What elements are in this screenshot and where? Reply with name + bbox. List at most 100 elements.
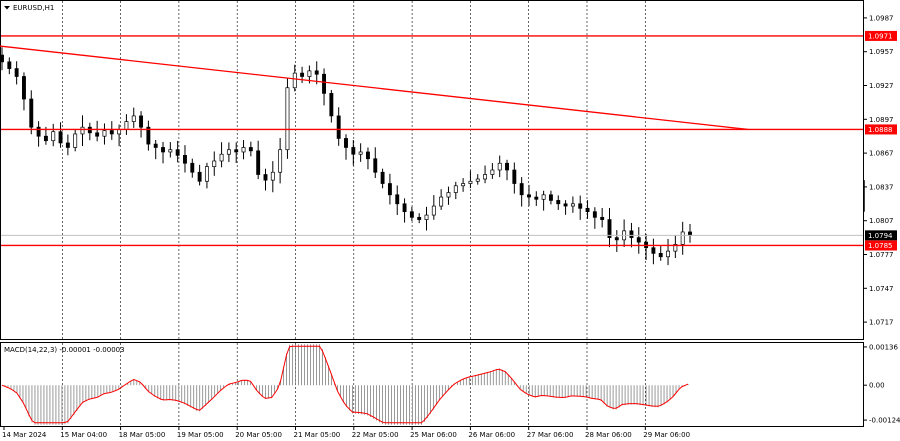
candle-body bbox=[614, 237, 619, 241]
macd-label: -0.00124 bbox=[869, 417, 900, 425]
level-price-tag bbox=[865, 30, 897, 41]
candle-body bbox=[58, 131, 63, 144]
price-label: 1.0987 bbox=[869, 14, 894, 22]
candle-body bbox=[446, 192, 451, 198]
candle-body bbox=[314, 70, 319, 75]
candle-body bbox=[431, 205, 436, 216]
horizontal-levels[interactable]: 1.0971 1.0888 1.0785 1.0794 bbox=[1, 30, 897, 251]
trend-line[interactable] bbox=[0, 45, 749, 131]
candle-body bbox=[234, 149, 239, 153]
candle-body bbox=[248, 147, 253, 152]
candle-body bbox=[439, 196, 444, 207]
candle-body bbox=[490, 169, 495, 175]
level-label: 1.0971 bbox=[868, 32, 893, 40]
candle-body bbox=[373, 158, 378, 173]
level-price-tag bbox=[865, 240, 897, 251]
macd-pane[interactable] bbox=[0, 342, 864, 427]
level-price-tag bbox=[865, 124, 897, 135]
candle-body bbox=[658, 253, 663, 258]
time-label: 28 Mar 06:00 bbox=[585, 431, 632, 439]
price-label: 1.0897 bbox=[869, 116, 894, 124]
candle-body bbox=[256, 150, 261, 175]
candle-body bbox=[226, 149, 231, 155]
time-label: 14 Mar 2024 bbox=[2, 431, 47, 439]
candle-body bbox=[51, 131, 56, 142]
candle-body bbox=[541, 194, 546, 200]
level-label: 1.0888 bbox=[868, 126, 893, 134]
candle-body bbox=[292, 72, 297, 89]
candle-body bbox=[483, 174, 488, 180]
candle-body bbox=[666, 250, 670, 258]
price-label: 1.0837 bbox=[869, 183, 894, 191]
candle-body bbox=[402, 203, 407, 213]
price-label: 1.0867 bbox=[869, 150, 894, 158]
time-label: 15 Mar 04:00 bbox=[60, 431, 107, 439]
candle-body bbox=[468, 180, 473, 184]
candle-body bbox=[190, 162, 195, 173]
candle-body bbox=[7, 61, 12, 69]
candle-body bbox=[592, 211, 597, 218]
candle-body bbox=[673, 244, 678, 252]
time-label: 20 Mar 05:00 bbox=[235, 431, 282, 439]
candle-body bbox=[219, 153, 224, 162]
candle-body bbox=[688, 231, 692, 236]
candle-body bbox=[366, 151, 370, 160]
candle-body bbox=[183, 155, 187, 164]
candle-body bbox=[527, 194, 531, 198]
time-label: 27 Mar 06:00 bbox=[527, 431, 574, 439]
current-price-tag bbox=[865, 230, 897, 241]
candle-body bbox=[124, 121, 129, 130]
candle-body bbox=[417, 216, 422, 220]
candle-body bbox=[475, 178, 480, 182]
candle-body bbox=[556, 200, 561, 205]
dropdown-arrow-icon[interactable] bbox=[4, 6, 10, 10]
candle-body bbox=[139, 115, 144, 128]
candle-body bbox=[65, 142, 70, 148]
candle-body bbox=[358, 151, 363, 155]
candle-body bbox=[461, 183, 466, 187]
candle-body bbox=[453, 185, 458, 193]
candle-body bbox=[585, 207, 590, 213]
candle-body bbox=[387, 183, 392, 196]
candle-body bbox=[534, 196, 539, 200]
time-axis: 14 Mar 2024 15 Mar 04:00 18 Mar 05:00 19 Ma… bbox=[2, 426, 690, 439]
candle-body bbox=[29, 98, 34, 128]
candle-body bbox=[570, 203, 575, 207]
candle-body bbox=[14, 68, 19, 77]
candle-body bbox=[175, 149, 180, 156]
candle-body bbox=[161, 147, 165, 153]
candle-body bbox=[131, 115, 136, 122]
candle-body bbox=[109, 130, 114, 135]
candle-body bbox=[43, 135, 48, 142]
price-label: 1.0717 bbox=[869, 319, 894, 327]
candle-body bbox=[395, 194, 400, 205]
candle-body bbox=[629, 230, 634, 238]
candle-body bbox=[380, 171, 385, 184]
candle-body bbox=[212, 160, 217, 167]
candle-body bbox=[80, 126, 85, 135]
candle-body bbox=[263, 174, 268, 181]
candle-body bbox=[329, 93, 334, 117]
time-label: 26 Mar 06:00 bbox=[468, 431, 515, 439]
candle-body bbox=[300, 72, 305, 77]
time-label: 19 Mar 05:00 bbox=[177, 431, 224, 439]
level-label: 1.0785 bbox=[868, 242, 893, 250]
current-price-label: 1.0794 bbox=[868, 232, 893, 240]
candle-body bbox=[600, 216, 605, 220]
time-label: 22 Mar 05:00 bbox=[352, 431, 399, 439]
price-label: 1.0747 bbox=[869, 285, 894, 293]
candle-body bbox=[241, 147, 246, 153]
candle-body bbox=[146, 126, 151, 145]
symbol-title: EURUSD,H1 bbox=[13, 4, 54, 12]
candle-body bbox=[607, 219, 612, 238]
price-label: 1.0927 bbox=[869, 82, 894, 90]
main-pane[interactable] bbox=[0, 0, 864, 340]
candle-body bbox=[680, 231, 685, 245]
time-label: 25 Mar 06:00 bbox=[410, 431, 457, 439]
candle-body bbox=[322, 73, 326, 94]
candle-body bbox=[102, 130, 107, 137]
candle-body bbox=[36, 126, 41, 137]
candle-body bbox=[651, 247, 656, 254]
time-label: 18 Mar 05:00 bbox=[119, 431, 166, 439]
